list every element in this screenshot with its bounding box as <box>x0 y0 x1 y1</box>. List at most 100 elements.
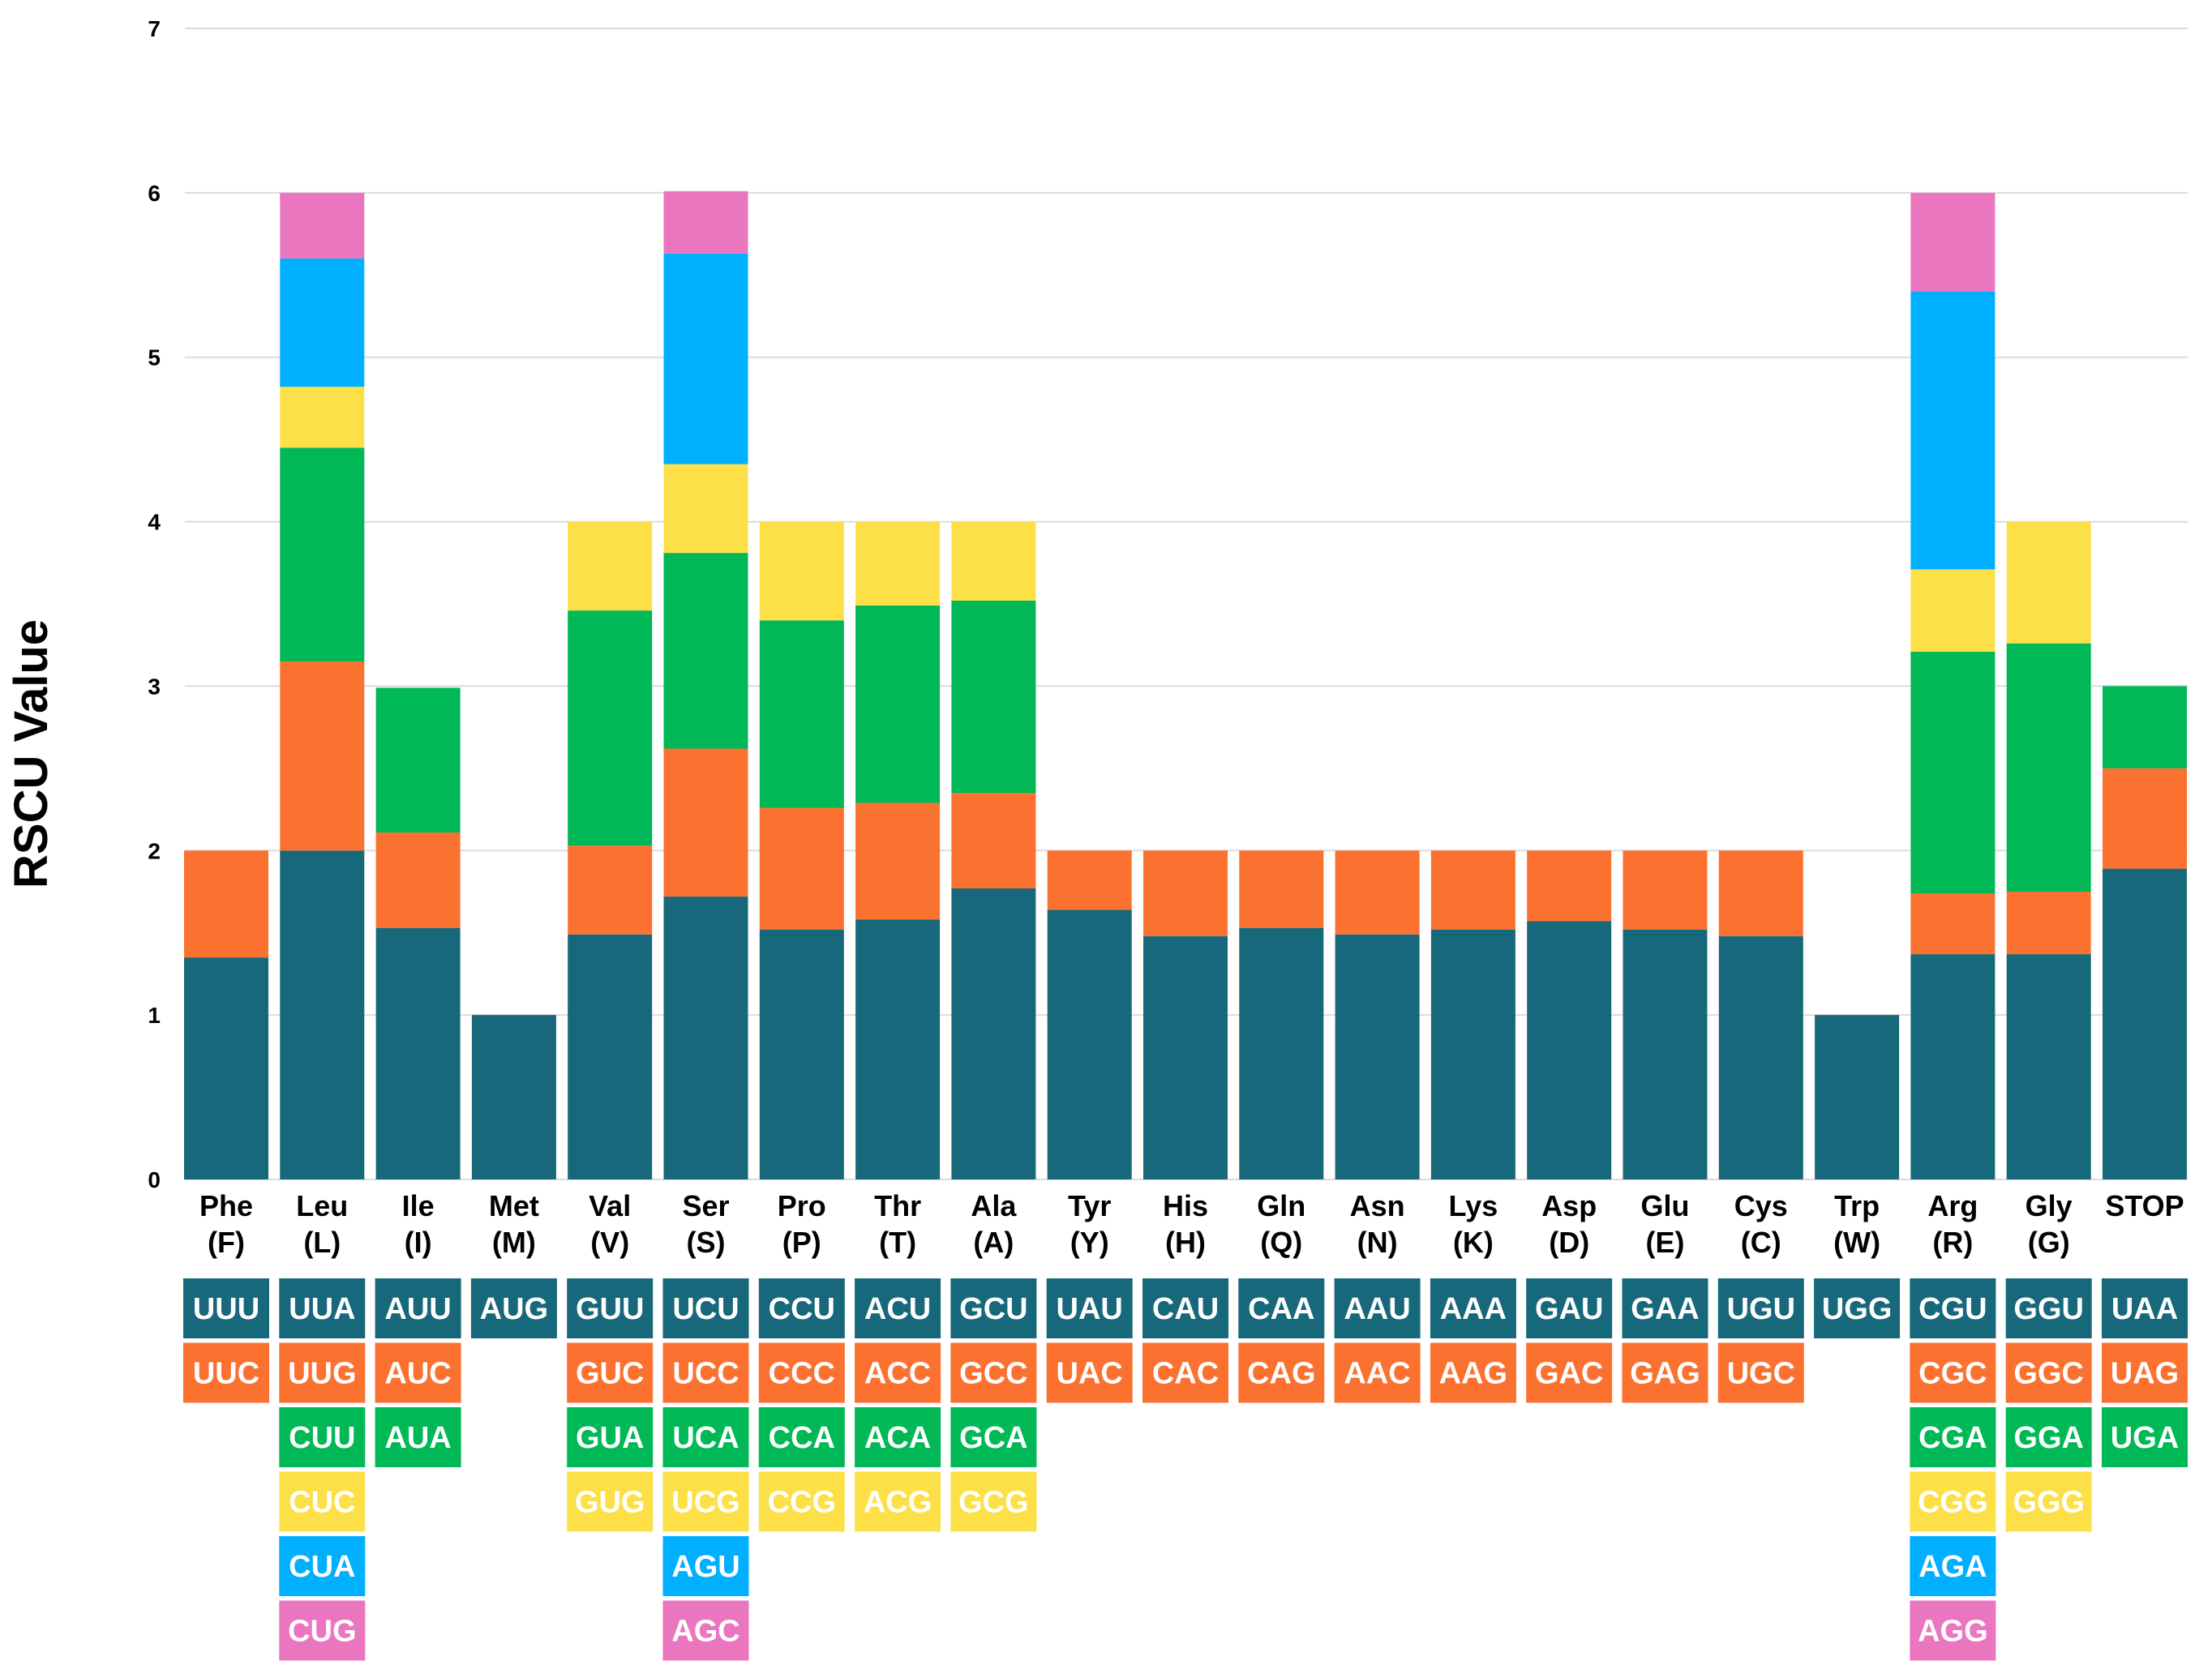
codon-box <box>2102 1342 2188 1403</box>
codon-label: GCG <box>958 1486 1029 1520</box>
bar-segment-uua <box>280 850 365 1179</box>
category-abbreviation: (S) <box>687 1226 726 1259</box>
category-label: Ala <box>971 1189 1017 1222</box>
codon-label: CCG <box>768 1486 836 1520</box>
codon-label: GAG <box>1630 1357 1700 1391</box>
codon-box <box>950 1407 1037 1467</box>
category-abbreviation: (E) <box>1646 1226 1685 1259</box>
codon-label: CGC <box>1918 1357 1987 1391</box>
codon-label: UCG <box>671 1486 739 1520</box>
x-axis-category-labels: Phe (F) Leu (L) Ile (I) Met (M) Val (V) Ser (S) Pro (… <box>199 1189 2184 1259</box>
codon-box <box>2102 1407 2188 1467</box>
codon-label: GUU <box>576 1292 644 1326</box>
category-label: Lys <box>1449 1189 1498 1222</box>
codon-box <box>279 1600 366 1661</box>
codon-label: CUG <box>288 1615 356 1649</box>
codon-box <box>1910 1471 1996 1532</box>
codon-legend-boxes: UUU UUC UUA UUG CUU CUC CUA CUG AUU AUC AUA AUG GUU G… <box>183 1278 2188 1661</box>
bar-segment-agg <box>1910 192 1996 292</box>
codon-box <box>950 1471 1037 1532</box>
y-tick-label: 3 <box>148 674 161 699</box>
codon-label: CGA <box>1918 1421 1987 1455</box>
codon-box <box>279 1278 366 1338</box>
y-axis-label: RSCU Value <box>5 619 58 888</box>
codon-label: GUG <box>575 1486 645 1520</box>
category-abbreviation: (Y) <box>1070 1226 1109 1259</box>
codon-label: CUC <box>289 1486 355 1520</box>
category-label: Asn <box>1350 1189 1405 1222</box>
codon-box <box>1142 1278 1228 1338</box>
y-tick-label: 1 <box>148 1003 161 1028</box>
codon-box <box>1334 1278 1421 1338</box>
codon-label: AAC <box>1344 1357 1410 1391</box>
codon-label: UAA <box>2111 1292 2178 1326</box>
codon-box <box>1046 1342 1133 1403</box>
category-label: Met <box>489 1189 539 1222</box>
codon-label: CCC <box>769 1357 835 1391</box>
codon-box <box>567 1471 654 1532</box>
bar-segment-uca <box>663 553 748 749</box>
category-abbreviation: (T) <box>879 1226 916 1259</box>
bar-segment-aaa <box>1430 929 1515 1179</box>
codon-box <box>1526 1342 1613 1403</box>
codon-label: AUA <box>384 1421 451 1455</box>
codon-box <box>183 1342 269 1403</box>
codon-label: UUU <box>193 1292 259 1326</box>
category-abbreviation: (D) <box>1549 1226 1589 1259</box>
category-abbreviation: (V) <box>590 1226 629 1259</box>
codon-box <box>2102 1278 2188 1338</box>
bar-segment-aac <box>1335 850 1420 935</box>
codon-box <box>758 1407 845 1467</box>
bar-segment-auc <box>375 832 461 928</box>
codon-label: UAC <box>1057 1357 1123 1391</box>
bar-segment-auu <box>375 927 461 1179</box>
category-label: His <box>1163 1189 1208 1222</box>
bar-segment-gaa <box>1623 929 1708 1179</box>
codon-box <box>375 1278 461 1338</box>
codon-label: AUG <box>480 1292 548 1326</box>
bar-segment-uga <box>2103 686 2187 768</box>
codon-label: AAA <box>1440 1292 1507 1326</box>
category-label: Trp <box>1834 1189 1880 1222</box>
codon-box <box>758 1471 845 1532</box>
bar-segment-cac <box>1143 850 1228 936</box>
codon-box <box>2005 1471 2092 1532</box>
codon-box <box>567 1407 654 1467</box>
codon-label: GGA <box>2013 1421 2084 1455</box>
bar-segment-uuu <box>184 957 268 1179</box>
codon-label: GUC <box>576 1357 644 1391</box>
category-label: Leu <box>296 1189 348 1222</box>
codon-label: AGU <box>671 1550 739 1584</box>
codon-label: CAG <box>1247 1357 1315 1391</box>
codon-label: UGU <box>1727 1292 1795 1326</box>
codon-box <box>375 1342 461 1403</box>
codon-box <box>1430 1278 1516 1338</box>
codon-label: CAU <box>1152 1292 1219 1326</box>
codon-label: GCA <box>959 1421 1027 1455</box>
bar-segment-uaa <box>2103 868 2187 1179</box>
bar-segment-uac <box>1047 850 1132 910</box>
y-tick-label: 4 <box>148 510 161 535</box>
codon-label: CUA <box>289 1550 355 1584</box>
codon-label: CGG <box>1918 1486 1988 1520</box>
category-abbreviation: (Q) <box>1260 1226 1302 1259</box>
codon-box <box>1910 1278 1996 1338</box>
codon-box <box>183 1278 269 1338</box>
codon-label: CAC <box>1152 1357 1219 1391</box>
y-tick-label: 5 <box>148 345 161 370</box>
bar-segment-gag <box>1623 850 1708 930</box>
codon-label: GGG <box>2013 1486 2085 1520</box>
bar-segment-ugc <box>1718 850 1803 936</box>
category-label: Ser <box>682 1189 729 1222</box>
bar-segment-ccg <box>759 521 844 621</box>
codon-box <box>1142 1342 1228 1403</box>
bar-segment-aca <box>855 606 941 803</box>
bar-segment-cca <box>759 620 844 808</box>
category-label: Phe <box>199 1189 253 1222</box>
category-abbreviation: (A) <box>973 1226 1014 1259</box>
bar-segment-ugg <box>1815 1015 1900 1179</box>
codon-box <box>662 1600 749 1661</box>
codon-box <box>2005 1278 2092 1338</box>
codon-box <box>1717 1342 1804 1403</box>
